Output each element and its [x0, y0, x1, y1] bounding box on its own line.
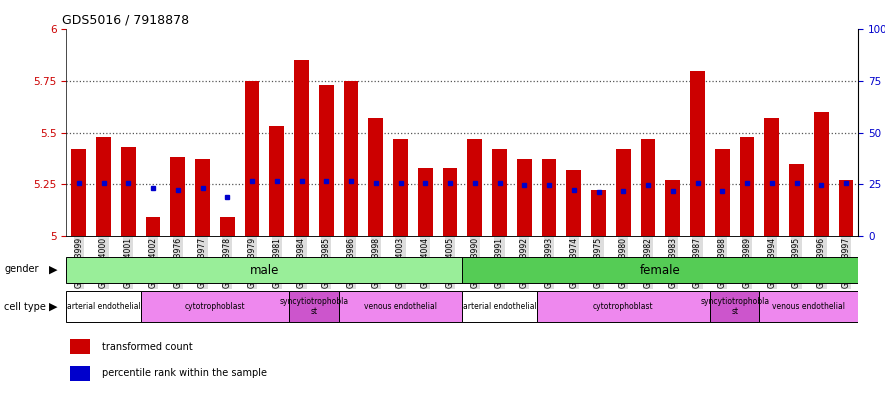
Text: GDS5016 / 7918878: GDS5016 / 7918878 — [63, 14, 189, 27]
Bar — [121, 147, 135, 236]
Bar — [536, 290, 710, 322]
Bar — [462, 290, 536, 322]
Bar — [517, 160, 532, 236]
Bar — [492, 149, 507, 236]
Bar — [70, 340, 90, 354]
Text: cell type: cell type — [4, 301, 46, 312]
Bar — [690, 71, 705, 236]
Bar — [319, 85, 334, 236]
Bar — [616, 149, 631, 236]
Text: cytotrophoblast: cytotrophoblast — [185, 302, 245, 311]
Bar — [195, 160, 210, 236]
Bar — [462, 257, 858, 283]
Bar — [70, 366, 90, 380]
Bar — [566, 170, 581, 236]
Bar — [467, 139, 482, 236]
Bar — [418, 168, 433, 236]
Bar — [789, 163, 804, 236]
Bar — [591, 190, 606, 236]
Text: gender: gender — [4, 264, 39, 274]
Bar — [368, 118, 383, 236]
Bar — [710, 290, 759, 322]
Text: male: male — [250, 264, 279, 277]
Text: percentile rank within the sample: percentile rank within the sample — [102, 368, 267, 378]
Bar — [542, 160, 557, 236]
Text: ▶: ▶ — [49, 264, 58, 274]
Text: arterial endothelial: arterial endothelial — [66, 302, 141, 311]
Text: syncytiotrophobla
st: syncytiotrophobla st — [280, 297, 349, 316]
Text: transformed count: transformed count — [102, 342, 193, 352]
Bar — [289, 290, 339, 322]
Bar — [219, 217, 235, 236]
Bar — [839, 180, 853, 236]
Bar — [66, 290, 141, 322]
Text: syncytiotrophobla
st: syncytiotrophobla st — [700, 297, 769, 316]
Bar — [66, 257, 462, 283]
Text: ▶: ▶ — [49, 301, 58, 312]
Text: female: female — [640, 264, 681, 277]
Bar — [641, 139, 656, 236]
Bar — [294, 61, 309, 236]
Bar — [759, 290, 858, 322]
Bar — [393, 139, 408, 236]
Bar — [269, 127, 284, 236]
Bar — [141, 290, 289, 322]
Bar — [740, 137, 755, 236]
Bar — [96, 137, 111, 236]
Bar — [814, 112, 828, 236]
Bar — [715, 149, 730, 236]
Bar — [765, 118, 779, 236]
Bar — [343, 81, 358, 236]
Bar — [339, 290, 462, 322]
Bar — [442, 168, 458, 236]
Bar — [666, 180, 681, 236]
Text: venous endothelial: venous endothelial — [364, 302, 437, 311]
Text: venous endothelial: venous endothelial — [773, 302, 845, 311]
Bar — [170, 157, 185, 236]
Bar — [72, 149, 86, 236]
Bar — [244, 81, 259, 236]
Bar — [145, 217, 160, 236]
Text: cytotrophoblast: cytotrophoblast — [593, 302, 654, 311]
Text: arterial endothelial: arterial endothelial — [463, 302, 536, 311]
